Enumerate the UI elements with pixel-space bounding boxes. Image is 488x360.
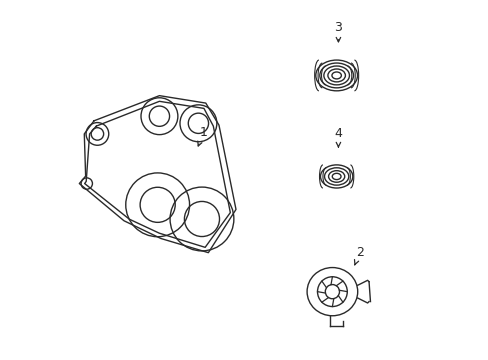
Text: 1: 1 [197, 126, 207, 146]
Text: 2: 2 [354, 246, 363, 265]
Text: 3: 3 [334, 21, 342, 42]
Text: 4: 4 [334, 127, 342, 147]
